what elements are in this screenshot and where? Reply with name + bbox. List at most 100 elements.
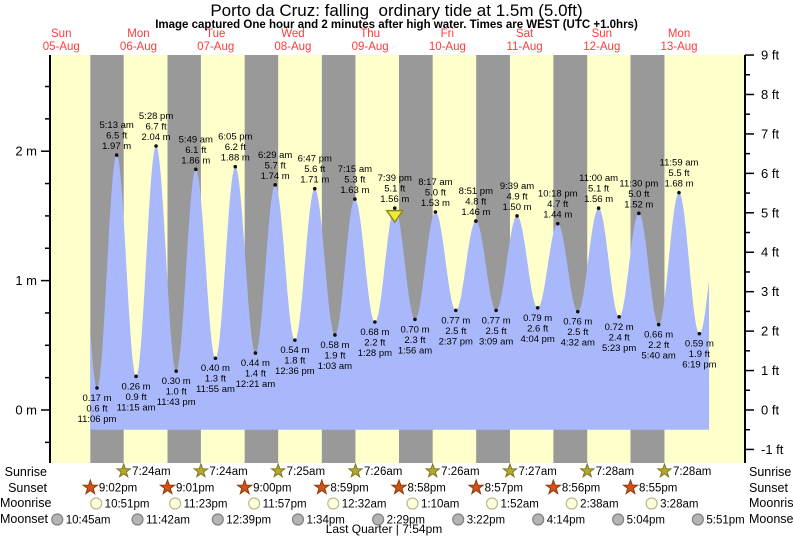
astro-event: 8:59pm (313, 478, 369, 495)
tide-extreme-dot (575, 309, 580, 314)
svg-text:6.5 ft: 6.5 ft (106, 131, 127, 142)
svg-text:0.77 m: 0.77 m (441, 315, 470, 326)
astro-time: 7:24am (132, 466, 170, 478)
tide-area (90, 146, 710, 430)
chart-title: Porto da Cruz: falling ordinary tide at … (210, 1, 583, 20)
tide-event-label: 0.68 m2.2 ft1:28 pm (358, 320, 392, 359)
svg-text:11:00 am: 11:00 am (579, 173, 618, 184)
tide-extreme-dot (194, 167, 198, 172)
svg-text:5.1 ft: 5.1 ft (588, 184, 609, 195)
svg-text:09-Aug: 09-Aug (352, 41, 389, 53)
svg-text:5:49 am: 5:49 am (179, 134, 213, 145)
svg-text:7:15 am: 7:15 am (338, 164, 372, 175)
tide-event-label: 6:47 pm5.6 ft1.71 m (298, 154, 332, 191)
svg-text:2.5 ft: 2.5 ft (486, 326, 507, 337)
svg-text:Mon: Mon (668, 28, 690, 40)
tide-extreme-dot (95, 386, 99, 390)
sunset-icon (158, 478, 177, 495)
astro-event: 7:26am (347, 462, 402, 478)
svg-text:11:55 am: 11:55 am (196, 384, 235, 395)
svg-text:Wed: Wed (281, 28, 304, 40)
svg-text:07-Aug: 07-Aug (197, 41, 234, 53)
tide-extreme-dot (637, 211, 641, 216)
tide-extreme-dot (273, 183, 277, 187)
svg-text:8:51 pm: 8:51 pm (459, 186, 493, 197)
svg-text:0.26 m: 0.26 m (122, 381, 151, 392)
svg-text:5.0 ft: 5.0 ft (425, 188, 446, 199)
tide-extreme-dot (474, 219, 478, 223)
tide-event-label: 11:59 am5.5 ft1.68 m (660, 158, 699, 195)
svg-text:Sun: Sun (592, 28, 612, 40)
svg-text:1:28 pm: 1:28 pm (358, 348, 392, 359)
svg-text:0.17 m: 0.17 m (82, 393, 111, 404)
left-axis-label: 0 m (15, 403, 37, 418)
tide-event-label: 6:29 am5.7 ft1.74 m (258, 150, 292, 187)
svg-text:5.5 ft: 5.5 ft (668, 168, 689, 179)
sunrise-icon (579, 462, 596, 478)
svg-text:0.58 m: 0.58 m (320, 340, 349, 351)
tide-extreme-dot (453, 308, 458, 313)
tide-extreme-dot (392, 206, 397, 210)
right-axis-label: 0 ft (761, 403, 779, 418)
tide-extreme-dot (174, 369, 178, 373)
svg-text:2.6 ft: 2.6 ft (527, 323, 548, 334)
svg-text:5.1 ft: 5.1 ft (384, 184, 405, 195)
astro-time: 8:59pm (330, 483, 368, 495)
astro-event: 2:38am (565, 497, 619, 511)
astro-event: 12:39pm (211, 513, 271, 527)
right-axis-label: 8 ft (761, 87, 779, 102)
astro-time: 5:51pm (706, 515, 744, 527)
astro-time: 9:02pm (99, 483, 137, 495)
svg-text:5:28 pm: 5:28 pm (139, 111, 173, 122)
svg-text:4:04 pm: 4:04 pm (521, 334, 555, 345)
svg-text:1.52 m: 1.52 m (624, 199, 653, 210)
svg-text:13-Aug: 13-Aug (660, 41, 697, 53)
astro-time: 3:28am (660, 499, 698, 511)
tide-event-label: 7:15 am5.3 ft1.63 m (338, 164, 372, 201)
current-time-marker (385, 209, 405, 224)
astro-event: 11:23pm (169, 497, 228, 511)
svg-text:11:43 pm: 11:43 pm (157, 397, 196, 408)
right-axis-label: 2 ft (761, 324, 779, 339)
svg-text:0.40 m: 0.40 m (201, 363, 230, 374)
sunrise-icon (501, 462, 519, 478)
sunrise-icon (192, 462, 210, 478)
svg-text:Tue: Tue (206, 28, 225, 40)
sunset-icon (313, 478, 331, 495)
astro-time: 3:22pm (467, 515, 505, 527)
tide-event-label: 5:49 am6.1 ft1.86 m (179, 134, 213, 172)
moonrise-row-label-right: Moonrise (749, 496, 793, 510)
sunrise-icon (115, 462, 132, 478)
svg-text:3:09 am: 3:09 am (479, 336, 513, 347)
svg-text:5:23 pm: 5:23 pm (602, 343, 636, 354)
sunrise-icon (347, 462, 364, 478)
svg-text:0.30 m: 0.30 m (162, 376, 191, 387)
svg-text:4.7 ft: 4.7 ft (547, 199, 568, 210)
tide-event-label: 10:18 pm4.7 ft1.44 m (538, 189, 578, 226)
svg-text:5:13 am: 5:13 am (99, 120, 133, 131)
moonset-icon (131, 513, 144, 526)
sunrise-icon (656, 462, 673, 478)
astro-event: 8:57pm (467, 478, 523, 495)
svg-text:6:05 pm: 6:05 pm (218, 132, 252, 143)
svg-text:6.1 ft: 6.1 ft (185, 145, 206, 156)
tide-event-label: 0.79 m2.6 ft4:04 pm (521, 305, 555, 345)
moonset-row-label-left: Moonset (0, 512, 48, 526)
svg-text:Sun: Sun (51, 28, 71, 40)
tide-event-label: 8:51 pm4.8 ft1.46 m (459, 186, 493, 223)
astro-event: 1:52am (485, 497, 539, 511)
sunrise-row-label-left: Sunrise (4, 465, 47, 479)
astro-time: 1:52am (500, 499, 538, 511)
svg-text:12:21 am: 12:21 am (236, 379, 276, 390)
svg-text:0.76 m: 0.76 m (563, 317, 592, 328)
astro-event: 2:29pm (372, 513, 425, 527)
tide-event-label: 6:05 pm6.2 ft1.88 m (218, 132, 253, 169)
